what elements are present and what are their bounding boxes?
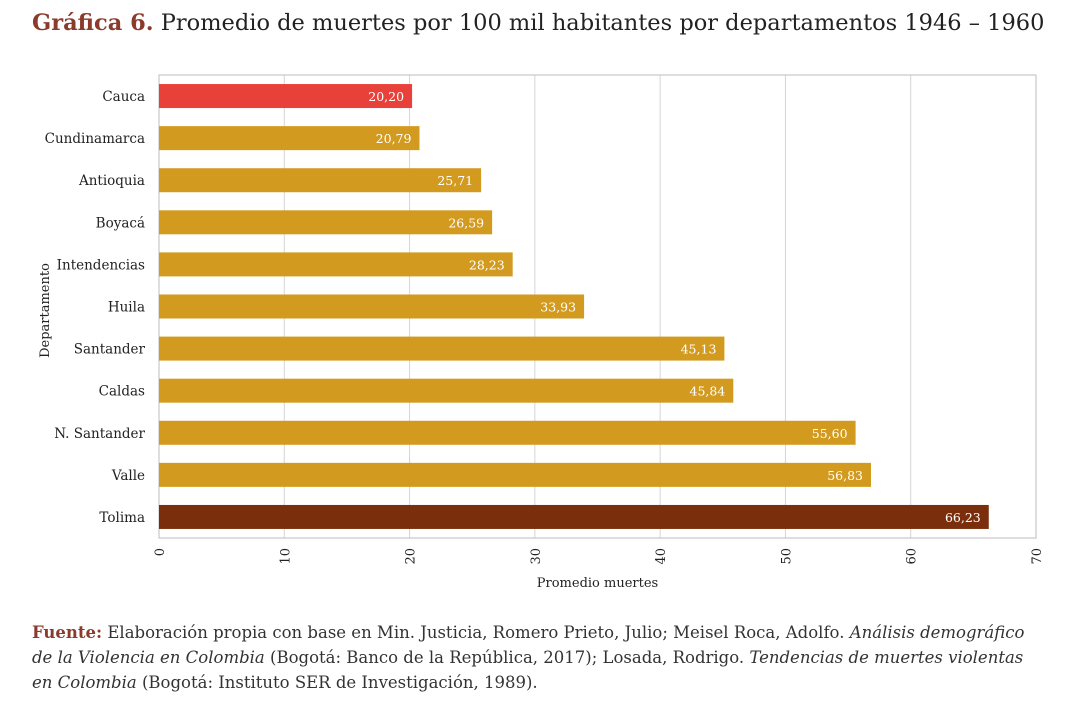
x-tick-label: 30 <box>529 548 544 565</box>
category-label: Intendencias <box>57 257 145 273</box>
data-label: 28,23 <box>469 257 505 272</box>
x-tick-label: 20 <box>404 548 419 565</box>
source-italic-2: Tendencias de muertes violentas en Colom… <box>32 648 1024 692</box>
x-tick-label: 60 <box>905 548 920 565</box>
bar <box>159 210 493 235</box>
source-text-1: Elaboración propia con base en Min. Just… <box>102 623 850 642</box>
bar <box>159 252 513 277</box>
x-tick-label: 50 <box>779 548 794 565</box>
bar <box>159 126 420 151</box>
category-label: Santander <box>74 342 146 358</box>
data-label: 25,71 <box>437 173 473 188</box>
category-label: Cauca <box>102 89 145 105</box>
x-axis-label: Promedio muertes <box>537 576 658 591</box>
data-label: 20,79 <box>376 131 412 146</box>
bar <box>159 336 725 361</box>
bar-chart: 20,20 20,79 25,71 26,59 28,23 33,93 45,13 45,84… <box>38 74 1045 591</box>
category-label: Cundinamarca <box>45 131 145 147</box>
y-axis-label: Departamento <box>38 263 53 358</box>
data-label: 55,60 <box>812 426 848 441</box>
bar <box>159 462 871 487</box>
bar <box>159 420 856 445</box>
source-note: Fuente: Elaboración propia con base en M… <box>32 620 1047 695</box>
category-label: Huila <box>108 300 145 316</box>
bar <box>159 294 585 319</box>
chart-bars: 20,20 20,79 25,71 26,59 28,23 33,93 45,13 45,84… <box>159 84 989 529</box>
x-tick-label: 70 <box>1030 548 1045 565</box>
source-text-2: (Bogotá: Banco de la República, 2017); L… <box>264 648 750 667</box>
bar <box>159 84 413 109</box>
bar <box>159 378 734 403</box>
category-label: N. Santander <box>54 426 145 442</box>
x-tick-label: 0 <box>153 548 168 556</box>
category-label: Boyacá <box>96 215 145 231</box>
data-label: 26,59 <box>448 215 484 230</box>
source-label: Fuente: <box>32 623 103 642</box>
category-label: Caldas <box>99 384 145 400</box>
bar <box>159 168 482 193</box>
category-label: Valle <box>111 468 145 484</box>
data-label: 20,20 <box>368 89 404 104</box>
source-text-3: (Bogotá: Instituto SER de Investigación,… <box>136 673 538 692</box>
data-label: 45,13 <box>681 342 717 357</box>
x-tick-label: 10 <box>278 548 293 565</box>
category-labels: Cauca Cundinamarca Antioquia Boyacá Intenden… <box>45 89 146 526</box>
x-tick-label: 40 <box>654 548 669 565</box>
data-label: 56,83 <box>827 468 863 483</box>
chart-title-text: Promedio de muertes por 100 mil habitant… <box>160 10 1045 36</box>
category-label: Tolima <box>99 510 145 526</box>
source-italic-1: Análisis demográfico de la Violencia en … <box>32 623 1025 667</box>
data-label: 45,84 <box>690 384 726 399</box>
bar <box>159 504 989 529</box>
data-label: 66,23 <box>945 510 981 525</box>
chart-title-label: Gráfica 6. <box>32 10 154 36</box>
category-label: Antioquia <box>78 173 145 189</box>
x-tick-labels: 0 10 20 30 40 50 60 70 <box>153 548 1045 565</box>
chart-title: Gráfica 6. Promedio de muertes por 100 m… <box>32 10 1044 36</box>
data-label: 33,93 <box>540 300 576 315</box>
